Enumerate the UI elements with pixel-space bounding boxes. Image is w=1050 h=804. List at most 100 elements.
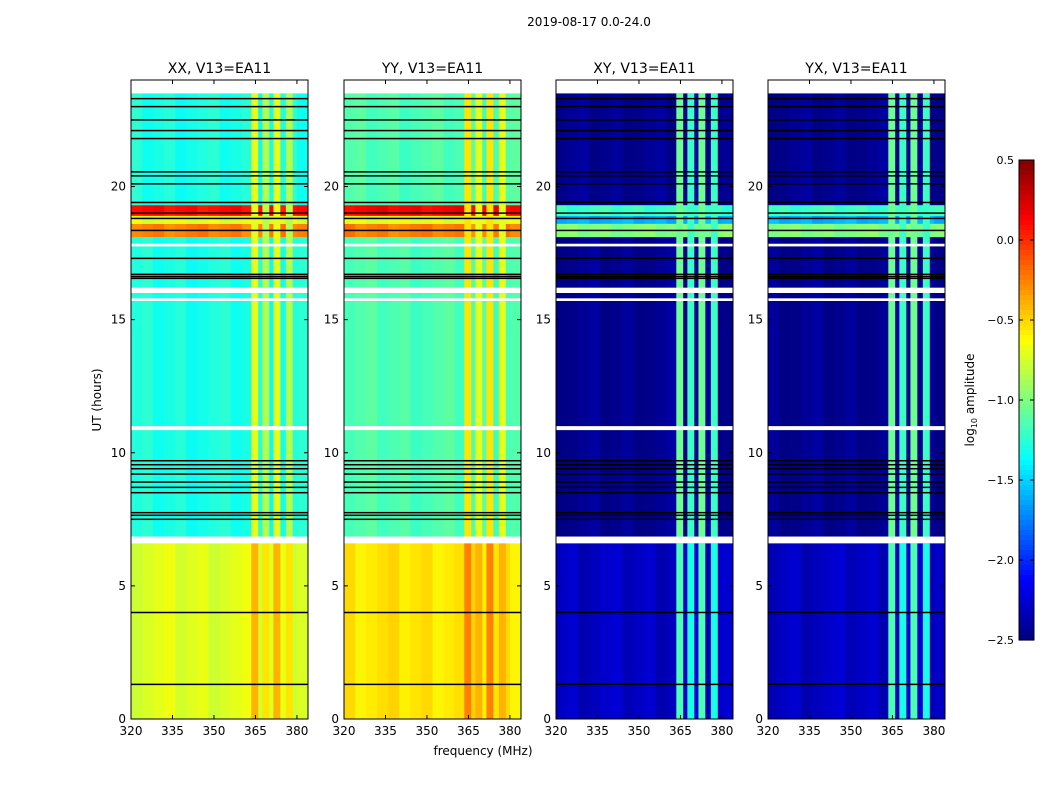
heatmap-cell <box>454 93 466 206</box>
heatmap-cell <box>410 93 422 206</box>
black-line <box>344 201 521 204</box>
colorbar-segment <box>1019 350 1034 356</box>
heatmap-cell <box>933 543 945 719</box>
heatmap-cell <box>344 205 356 216</box>
heatmap-cell <box>399 205 411 216</box>
heatmap-cell <box>567 215 579 224</box>
heatmap-cell <box>197 93 209 206</box>
heatmap-cell <box>622 543 634 719</box>
black-line <box>344 171 521 173</box>
black-line <box>131 97 308 100</box>
heatmap-cell <box>443 93 455 206</box>
heatmap-cell <box>131 543 143 719</box>
black-line <box>131 171 308 173</box>
colorbar-segment <box>1019 380 1034 386</box>
colorbar-segment <box>1019 385 1034 391</box>
black-line <box>768 119 945 121</box>
colorbar-segment <box>1019 395 1034 401</box>
colorbar-segment <box>1019 225 1034 231</box>
x-tick-label: 320 <box>120 724 143 738</box>
colorbar-segment <box>1019 525 1034 531</box>
rfi-channel <box>486 93 494 537</box>
heatmap-cell <box>230 205 242 216</box>
black-line <box>768 97 945 100</box>
heatmap-cell <box>556 237 568 537</box>
heatmap-cell <box>768 93 780 206</box>
black-line <box>131 217 308 220</box>
colorbar-segment <box>1019 425 1034 431</box>
heatmap-cell <box>567 93 579 206</box>
heatmap-cell <box>845 237 857 537</box>
colorbar-segment <box>1019 475 1034 481</box>
heatmap-cell <box>644 237 656 537</box>
black-line <box>344 217 521 220</box>
heatmap-cell <box>622 93 634 206</box>
colorbar-segment <box>1019 195 1034 201</box>
heatmap-cell <box>644 93 656 206</box>
y-tick-label: 10 <box>111 446 126 460</box>
colorbar-segment <box>1019 265 1034 271</box>
black-line <box>344 473 521 475</box>
black-line <box>344 511 521 514</box>
heatmap-cell <box>186 215 198 224</box>
heatmap-cell <box>142 205 154 216</box>
heatmap-cell <box>666 215 678 224</box>
heatmap-cell <box>377 205 389 216</box>
colorbar-segment <box>1019 575 1034 581</box>
heatmap-cell <box>801 237 813 537</box>
black-line <box>768 481 945 483</box>
heatmap-cell <box>933 237 945 537</box>
heatmap-cell <box>633 237 645 537</box>
heatmap-cell <box>823 237 835 537</box>
colorbar-segment <box>1019 515 1034 521</box>
colorbar-segment <box>1019 355 1034 361</box>
heatmap-cell <box>432 93 444 206</box>
colorbar-segment <box>1019 505 1034 511</box>
flagged-row <box>344 287 521 293</box>
colorbar-segment <box>1019 455 1034 461</box>
flagged-row <box>344 243 521 247</box>
heatmap-cell <box>655 237 667 537</box>
x-tick-label: 320 <box>333 724 356 738</box>
colorbar-tick-label: −2.5 <box>987 634 1014 647</box>
black-line <box>131 183 308 185</box>
heatmap-cell <box>589 543 601 719</box>
x-tick-label: 350 <box>840 724 863 738</box>
x-tick-label: 350 <box>203 724 226 738</box>
colorbar-tick-label: −0.5 <box>987 314 1014 327</box>
rfi-channel <box>486 543 494 719</box>
x-tick-label: 365 <box>881 724 904 738</box>
heatmap-cell <box>131 205 143 216</box>
black-line <box>131 201 308 204</box>
black-line <box>344 683 521 686</box>
heatmap-cell <box>175 215 187 224</box>
black-line <box>131 518 308 521</box>
black-line <box>556 511 733 514</box>
heatmap-cell <box>600 205 612 216</box>
black-line <box>344 119 521 121</box>
y-tick-label: 5 <box>331 579 339 593</box>
heatmap-cell <box>241 543 253 719</box>
black-line <box>131 473 308 475</box>
heatmap-cell <box>454 215 466 224</box>
heatmap-cell <box>153 93 165 206</box>
heatmap-cell <box>131 215 143 224</box>
colorbar-segment <box>1019 325 1034 331</box>
colorbar-segment <box>1019 600 1034 606</box>
heatmap-cell <box>164 237 176 537</box>
colorbar-segment <box>1019 240 1034 246</box>
heatmap-cell <box>175 237 187 537</box>
heatmap-cell <box>377 237 389 537</box>
heatmap-cell <box>377 215 389 224</box>
heatmap-cell <box>567 205 579 216</box>
heatmap-cell <box>578 215 590 224</box>
heatmap-cell <box>230 237 242 537</box>
colorbar-segment <box>1019 580 1034 586</box>
black-line <box>768 518 945 521</box>
heatmap-cell <box>589 205 601 216</box>
heatmap-cell <box>633 215 645 224</box>
heatmap-cell <box>622 215 634 224</box>
colorbar-segment <box>1019 620 1034 626</box>
heatmap-cell <box>399 215 411 224</box>
